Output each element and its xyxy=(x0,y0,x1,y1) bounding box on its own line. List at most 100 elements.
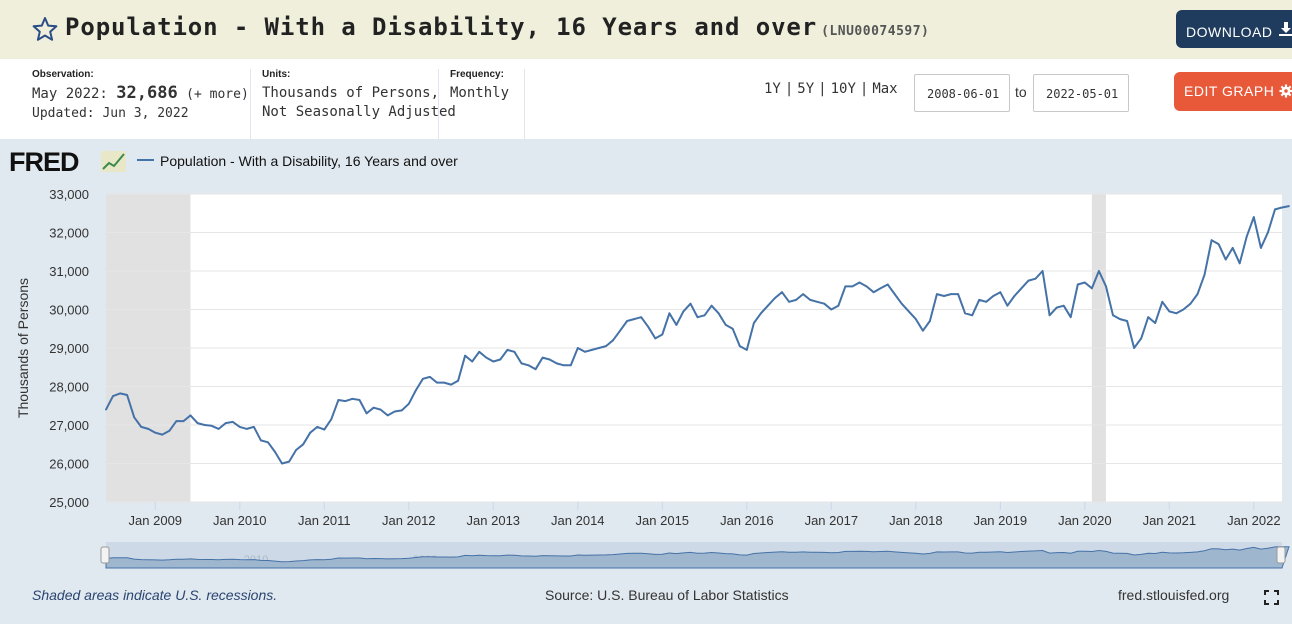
frequency-value: Monthly xyxy=(450,85,510,101)
edit-graph-label: EDIT GRAPH xyxy=(1184,83,1275,99)
site-link[interactable]: fred.stlouisfed.org xyxy=(1118,587,1230,603)
data-point xyxy=(288,460,290,463)
data-point xyxy=(781,291,783,294)
data-point xyxy=(379,408,382,411)
range-link-5y[interactable]: 5Y xyxy=(797,81,815,97)
data-point xyxy=(253,426,255,428)
star-icon[interactable] xyxy=(32,16,58,42)
range-link-max[interactable]: Max xyxy=(872,81,898,97)
data-point xyxy=(1217,243,1220,245)
data-point xyxy=(1083,281,1086,284)
data-point xyxy=(576,347,579,349)
observation-period: May 2022: xyxy=(32,86,108,102)
observation-value: 32,686 xyxy=(116,83,178,103)
data-point xyxy=(527,364,530,367)
data-point xyxy=(675,324,678,326)
data-point xyxy=(407,402,410,405)
data-point xyxy=(661,333,664,336)
data-point xyxy=(1041,270,1044,272)
data-point xyxy=(703,314,706,317)
data-point xyxy=(612,339,614,342)
data-point xyxy=(569,364,572,367)
download-label: DOWNLOAD xyxy=(1186,24,1273,40)
data-point xyxy=(231,421,234,423)
data-point xyxy=(1048,314,1051,317)
data-point xyxy=(774,297,776,299)
range-link-10y[interactable]: 10Y xyxy=(830,81,856,97)
data-point xyxy=(584,350,586,353)
data-point xyxy=(1027,279,1030,282)
data-point xyxy=(1006,304,1009,307)
download-button[interactable]: DOWNLOAD xyxy=(1176,10,1292,48)
range-link-1y[interactable]: 1Y xyxy=(764,81,781,97)
data-point xyxy=(1098,270,1100,272)
data-point xyxy=(548,358,551,361)
y-tick-label: 26,000 xyxy=(49,457,89,472)
data-point xyxy=(471,360,474,363)
frequency-label: Frequency: xyxy=(450,69,504,80)
fullscreen-icon[interactable] xyxy=(1264,590,1279,605)
chart: FRED Population - With a Disability, 16 … xyxy=(9,147,1290,569)
data-point xyxy=(795,299,797,301)
data-point xyxy=(1140,337,1143,340)
data-point xyxy=(260,439,262,442)
legend: Population - With a Disability, 16 Years… xyxy=(137,153,458,169)
data-point xyxy=(591,349,593,351)
edit-graph-button[interactable]: EDIT GRAPH xyxy=(1174,72,1292,111)
end-date-input[interactable]: 2022-05-01 xyxy=(1033,74,1129,112)
data-point xyxy=(1196,293,1199,295)
x-tick-label: Jan 2012 xyxy=(382,513,436,528)
y-tick-label: 32,000 xyxy=(49,226,89,241)
more-link[interactable]: (+ more) xyxy=(186,87,249,102)
start-date-input[interactable]: 2008-06-01 xyxy=(914,74,1010,112)
data-point xyxy=(964,312,966,315)
data-point xyxy=(196,422,199,424)
data-point xyxy=(654,337,657,340)
navigator-handle-left[interactable] xyxy=(100,546,110,564)
data-point xyxy=(668,312,671,315)
gear-icon xyxy=(1279,84,1292,98)
divider xyxy=(524,69,525,139)
data-point xyxy=(302,443,305,446)
x-tick-label: Jan 2010 xyxy=(213,513,267,528)
series-id: (LNU00074597) xyxy=(821,24,930,39)
navigator-handle-right[interactable] xyxy=(1276,546,1286,564)
data-point xyxy=(393,410,396,413)
series-info-bar: Observation: May 2022: 32,686 (+ more) U… xyxy=(0,59,1292,139)
data-point xyxy=(1076,283,1079,286)
series-title: Population - With a Disability, 16 Years… xyxy=(65,13,818,41)
fred-logo-text: FRED xyxy=(9,147,79,177)
data-point xyxy=(1161,300,1164,303)
data-point xyxy=(647,325,650,328)
range-links: 1Y | 5Y | 10Y | Max xyxy=(764,81,898,97)
data-point xyxy=(386,414,389,417)
data-point xyxy=(971,314,974,317)
data-point xyxy=(619,329,621,332)
data-point xyxy=(450,383,452,386)
data-point xyxy=(140,426,143,428)
separator: | xyxy=(784,81,794,97)
data-point xyxy=(189,414,192,417)
data-point xyxy=(358,399,361,401)
range-navigator[interactable]: 2010201220142016201820202022 xyxy=(100,542,1290,569)
page-title: Population - With a Disability, 16 Years… xyxy=(65,13,929,41)
divider xyxy=(438,69,439,139)
x-tick-label: Jan 2015 xyxy=(636,513,690,528)
data-point xyxy=(161,433,164,436)
data-point xyxy=(745,349,748,351)
data-point xyxy=(147,428,150,430)
y-tick-label: 27,000 xyxy=(49,418,89,433)
data-point xyxy=(893,293,896,295)
data-point xyxy=(182,420,185,422)
data-point xyxy=(1105,285,1107,288)
to-label: to xyxy=(1015,84,1027,100)
data-point xyxy=(422,377,424,380)
data-point xyxy=(175,420,178,422)
data-point xyxy=(985,300,988,303)
data-point xyxy=(105,408,107,411)
data-point xyxy=(1288,205,1290,207)
units-line1: Thousands of Persons, xyxy=(262,85,440,101)
fred-logo-graph-icon xyxy=(101,151,126,172)
legend-label: Population - With a Disability, 16 Years… xyxy=(160,153,458,169)
y-axis-label: Thousands of Persons xyxy=(15,278,31,418)
